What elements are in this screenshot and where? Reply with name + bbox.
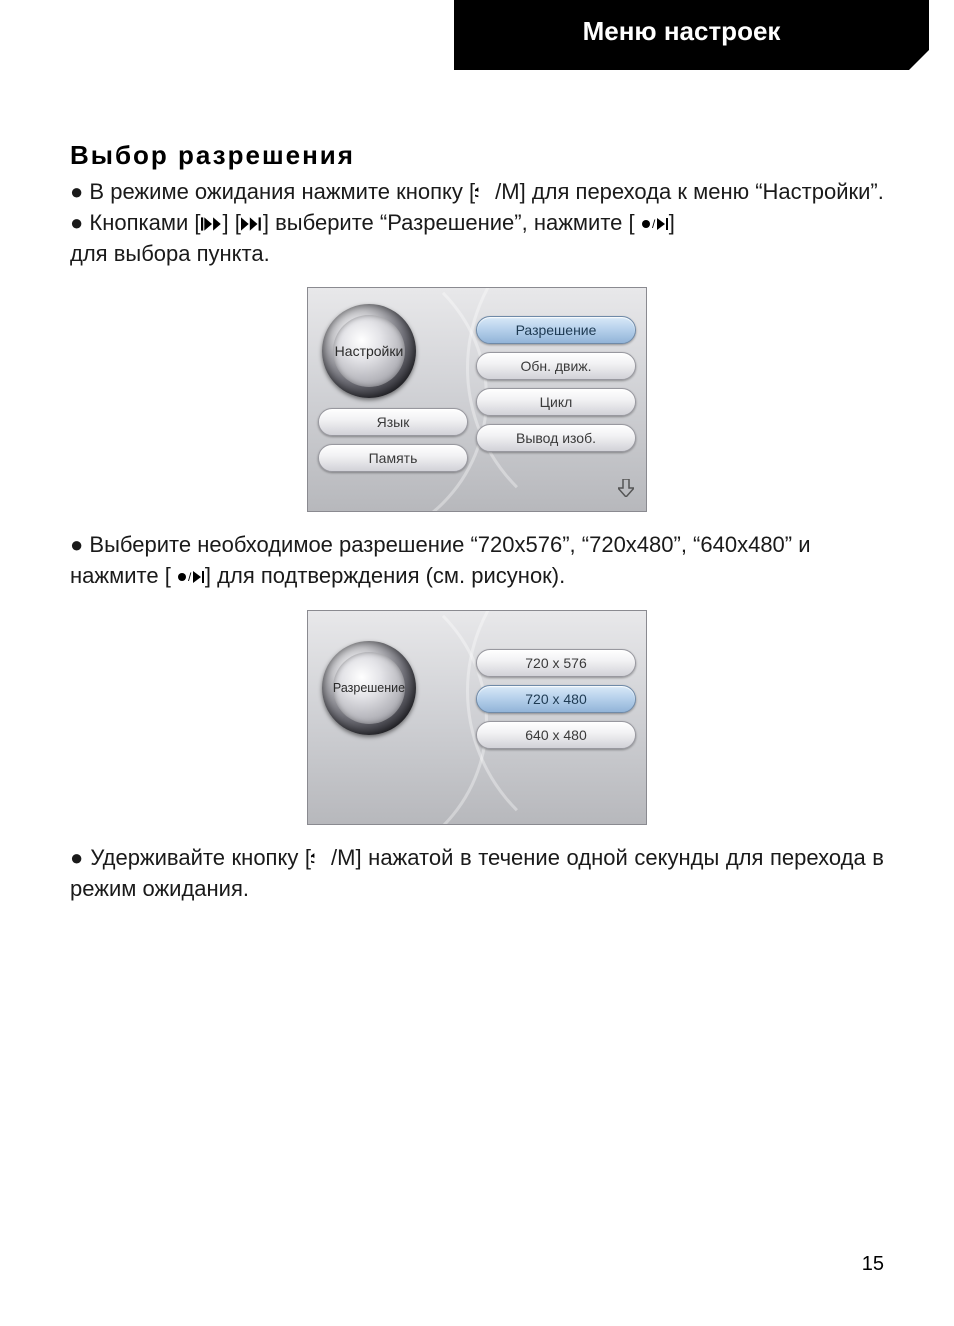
- menu-pill-720x480: 720 x 480: [476, 685, 636, 713]
- paragraph-2-line2: для выбора пункта.: [70, 239, 884, 270]
- device-screenshot-settings: Настройки Язык Память Разрешение Обн. дв…: [307, 287, 647, 512]
- bullet-icon: ●: [70, 210, 83, 235]
- bullet-icon: ●: [70, 845, 84, 870]
- menu-pill-640x480: 640 x 480: [476, 721, 636, 749]
- header-tab: Меню настроек: [454, 0, 909, 70]
- dial-label: Разрешение: [333, 652, 405, 724]
- bullet-icon: ●: [70, 532, 83, 557]
- svg-text:/: /: [652, 217, 656, 231]
- scroll-down-icon: [618, 479, 634, 497]
- paragraph-2: ● Кнопками [] [] выберите “Разрешение”, …: [70, 208, 884, 239]
- next-icon: [241, 217, 263, 231]
- record-play-icon: /: [641, 217, 669, 231]
- page-content: Выбор разрешения ● В режиме ожидания наж…: [70, 140, 884, 905]
- paragraph-3: ● Выберите необходимое разрешение “720x5…: [70, 530, 884, 592]
- page-number: 15: [862, 1253, 884, 1276]
- dial-label: Настройки: [333, 315, 405, 387]
- section-title: Выбор разрешения: [70, 140, 884, 171]
- device-screenshot-resolution: Разрешение 720 x 576 720 x 480 640 x 480: [307, 610, 647, 825]
- dial: Настройки: [322, 304, 416, 398]
- menu-pill-720x576: 720 x 576: [476, 649, 636, 677]
- menu-pill-memory: Память: [318, 444, 468, 472]
- record-play-icon: /: [177, 570, 205, 584]
- paragraph-1: ● В режиме ожидания нажмите кнопку [/M] …: [70, 177, 884, 208]
- header-title: Меню настроек: [583, 16, 781, 47]
- menu-pill-cycle: Цикл: [476, 388, 636, 416]
- paragraph-4: ● Удерживайте кнопку [/M] нажатой в тече…: [70, 843, 884, 905]
- dial: Разрешение: [322, 641, 416, 735]
- menu-pill-motion: Обн. движ.: [476, 352, 636, 380]
- svg-text:/: /: [188, 570, 192, 584]
- menu-pill-language: Язык: [318, 408, 468, 436]
- bullet-icon: ●: [70, 179, 83, 204]
- return-icon: [475, 186, 495, 200]
- menu-pill-output: Вывод изоб.: [476, 424, 636, 452]
- return-icon: [311, 852, 331, 866]
- prev-icon: [201, 217, 223, 231]
- menu-pill-resolution: Разрешение: [476, 316, 636, 344]
